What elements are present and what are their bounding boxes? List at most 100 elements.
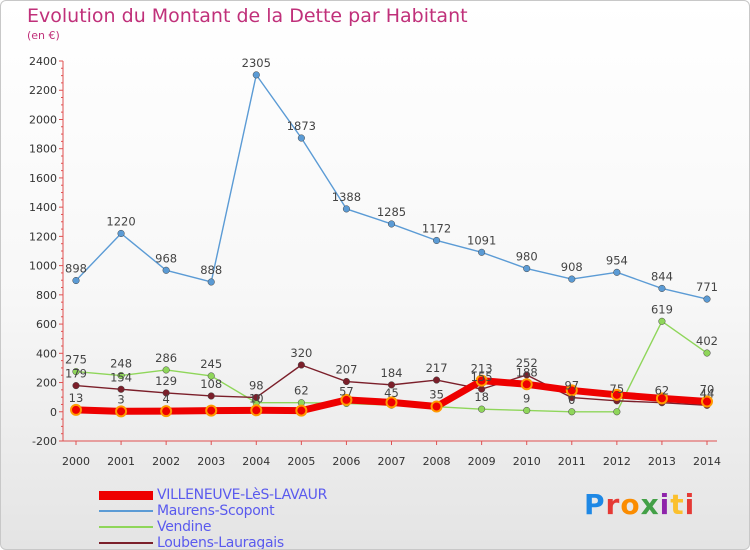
- x-tick-label: 2009: [468, 455, 496, 468]
- data-label: 0: [568, 393, 575, 407]
- data-label: 980: [516, 250, 538, 264]
- series-point: [72, 368, 80, 376]
- series-point: [613, 408, 621, 416]
- data-label: 44: [700, 386, 715, 400]
- series-point: [655, 392, 668, 405]
- series-point: [297, 134, 305, 142]
- data-label: 888: [200, 263, 222, 277]
- data-label: 179: [65, 367, 87, 381]
- x-tick-label: 2010: [513, 455, 541, 468]
- series-point: [162, 389, 170, 397]
- data-label: 9: [523, 391, 530, 405]
- data-label: 154: [110, 370, 132, 384]
- data-label: 320: [290, 346, 312, 360]
- legend-swatch: [99, 526, 153, 528]
- legend-label: Maurens-Scopont: [157, 503, 275, 519]
- series-point: [205, 404, 218, 417]
- series-point: [207, 392, 215, 400]
- x-tick-label: 2004: [242, 455, 270, 468]
- data-label: 97: [564, 379, 579, 393]
- series-point: [250, 404, 263, 417]
- series-point: [433, 236, 441, 245]
- series-point: [703, 349, 711, 357]
- y-tick-label: 1800: [29, 143, 57, 156]
- series-point: [430, 400, 443, 413]
- y-tick-label: 2400: [29, 55, 57, 68]
- data-label: 252: [516, 356, 538, 370]
- series-point: [658, 317, 666, 325]
- data-label: 108: [200, 377, 222, 391]
- y-tick-label: 400: [36, 347, 57, 360]
- y-tick-label: 2200: [29, 84, 57, 97]
- data-label: 213: [471, 362, 493, 376]
- series-point: [117, 371, 125, 380]
- data-label: 1873: [287, 119, 316, 133]
- data-label: 248: [110, 357, 132, 371]
- series-point: [520, 378, 533, 391]
- y-tick-label: 600: [36, 318, 57, 331]
- data-label: 1388: [332, 190, 361, 204]
- data-label: 70: [700, 383, 715, 397]
- data-label: 62: [655, 384, 670, 398]
- x-tick-label: 2005: [287, 455, 315, 468]
- x-tick-label: 2012: [603, 455, 631, 468]
- series-point: [387, 220, 396, 228]
- x-tick-label: 2002: [152, 455, 180, 468]
- data-label: 45: [384, 386, 399, 400]
- series-point: [387, 381, 396, 389]
- legend-swatch: [99, 542, 153, 544]
- series-point: [658, 284, 666, 292]
- data-label: 57: [339, 384, 354, 398]
- data-label: 275: [65, 353, 87, 367]
- data-label: 245: [200, 357, 222, 371]
- series-point: [478, 248, 486, 256]
- data-label: 908: [561, 260, 583, 274]
- data-label: 1172: [422, 221, 451, 235]
- data-label: 954: [606, 253, 628, 267]
- data-label: 1220: [106, 214, 135, 228]
- legend-swatch: [99, 491, 153, 500]
- series-point: [340, 393, 353, 406]
- series-1: [72, 71, 711, 303]
- series-point: [523, 264, 531, 273]
- data-label: 3: [117, 392, 124, 406]
- data-label: 207: [335, 363, 357, 377]
- series-point: [565, 384, 578, 397]
- data-label: 35: [429, 388, 444, 402]
- data-label: 18: [474, 390, 489, 404]
- x-tick-label: 2007: [378, 455, 406, 468]
- series-point: [523, 371, 531, 379]
- series-point: [70, 403, 82, 416]
- x-tick-label: 2008: [423, 455, 451, 468]
- series-point: [117, 385, 125, 393]
- y-tick-label: 2000: [29, 113, 57, 126]
- y-tick-label: 800: [36, 289, 57, 302]
- proxiti-logo: Proxiti: [584, 488, 696, 521]
- data-label: 155: [471, 370, 493, 384]
- y-tick-label: 1400: [29, 201, 57, 214]
- x-tick-label: 2000: [62, 455, 90, 468]
- x-tick-label: 2001: [107, 455, 135, 468]
- legend-label: Loubens-Lauragais: [157, 535, 284, 550]
- series-point: [252, 393, 260, 401]
- x-tick-label: 2006: [332, 455, 360, 468]
- data-label: 10: [249, 391, 264, 405]
- series-point: [568, 275, 576, 283]
- series-point: [385, 396, 398, 409]
- series-point: [478, 405, 486, 413]
- series-point: [297, 361, 305, 369]
- series-point: [475, 374, 488, 387]
- data-label: 771: [696, 280, 718, 294]
- data-label: 898: [65, 262, 87, 276]
- data-label: 619: [651, 302, 673, 316]
- series-point: [701, 395, 713, 408]
- series-point: [703, 295, 711, 303]
- x-tick-label: 2014: [693, 455, 721, 468]
- y-tick-label: 1000: [29, 260, 57, 273]
- chart-title: Evolution du Montant de la Dette par Hab…: [27, 5, 468, 27]
- y-tick-label: 0: [50, 406, 57, 419]
- data-label: 1091: [467, 233, 496, 247]
- y-tick-label: 200: [36, 377, 57, 390]
- data-label: 844: [651, 269, 673, 283]
